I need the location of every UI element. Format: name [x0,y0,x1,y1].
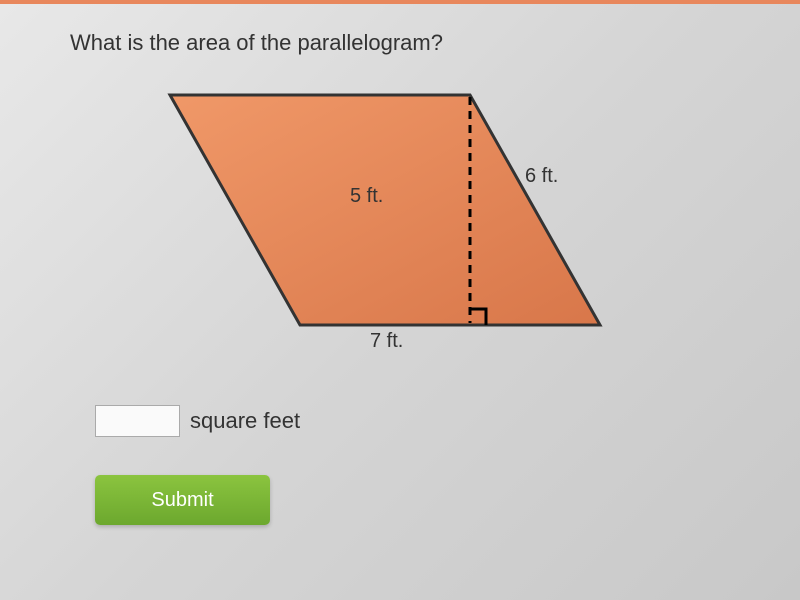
answer-row: square feet [95,405,300,437]
top-accent-border [0,0,800,4]
answer-unit-label: square feet [190,408,300,434]
parallelogram-svg [130,75,610,355]
answer-input[interactable] [95,405,180,437]
side-label: 6 ft. [525,165,558,188]
height-label: 5 ft. [350,185,383,208]
base-label: 7 ft. [370,330,403,353]
parallelogram-diagram [130,75,610,355]
question-prompt: What is the area of the parallelogram? [70,30,443,56]
submit-button[interactable]: Submit [95,475,270,525]
parallelogram-shape [170,95,600,325]
